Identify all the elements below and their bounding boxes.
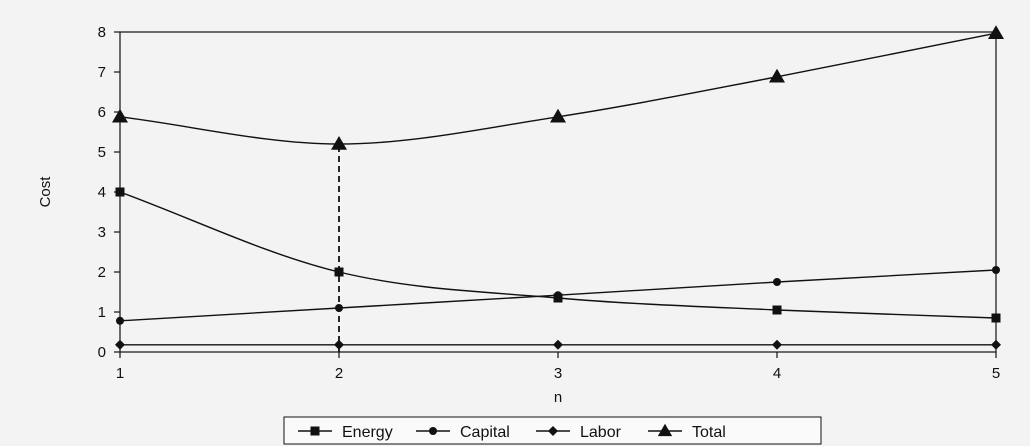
series-capital (116, 266, 1000, 325)
series-total-point (769, 68, 785, 83)
plot-area (119, 31, 997, 353)
series-total-point (112, 108, 128, 123)
series-total-point (331, 136, 347, 150)
y-tick-label: 6 (98, 104, 106, 121)
legend-label-capital: Capital (460, 424, 510, 441)
legend-marker-labor (548, 426, 558, 436)
y-tick-label: 7 (98, 64, 106, 81)
y-tick-label: 3 (98, 224, 106, 241)
series-energy (115, 187, 1001, 323)
x-tick-label: 5 (992, 365, 1000, 382)
y-tick-label: 1 (98, 304, 106, 321)
series-total-point (550, 108, 566, 123)
series-labor-point (991, 339, 1001, 350)
series-capital-point (554, 291, 562, 300)
legend-label-energy: Energy (342, 424, 393, 441)
series-capital-point (992, 266, 1000, 274)
y-tick-label: 5 (98, 144, 106, 161)
legend-item-labor: Labor (536, 424, 622, 441)
series-energy-point (991, 313, 1001, 323)
y-tick-label: 8 (98, 24, 106, 41)
series-labor-point (334, 339, 344, 350)
legend-marker-total (657, 423, 673, 437)
legend-marker-capital (429, 427, 437, 435)
series-total-point (988, 25, 1004, 39)
series-layer (112, 25, 1004, 350)
y-tick-label: 4 (98, 184, 106, 201)
x-axis-label: n (554, 389, 562, 406)
x-tick-label: 1 (116, 365, 124, 382)
y-tick-label: 0 (98, 344, 106, 361)
y-axis-label: Cost (37, 176, 54, 208)
series-labor-point (553, 339, 563, 350)
legend-marker-energy (310, 426, 320, 436)
series-total (112, 25, 1004, 150)
x-tick-label: 4 (773, 365, 781, 382)
y-tick-label: 2 (98, 264, 106, 281)
legend-item-total: Total (648, 423, 726, 441)
series-labor-point (772, 339, 782, 350)
y-axis: 0 1 2 3 4 5 6 7 8 (98, 24, 120, 361)
series-energy-point (115, 187, 125, 197)
series-capital-point (773, 278, 781, 286)
series-capital-point (116, 316, 124, 325)
series-energy-point (772, 305, 782, 315)
x-tick-label: 2 (335, 365, 343, 382)
legend-label-labor: Labor (580, 424, 622, 441)
legend: Energy Capital Labor Total (283, 416, 822, 445)
series-total-line (119, 32, 997, 145)
series-labor-point (115, 339, 125, 350)
legend-label-total: Total (692, 424, 726, 441)
legend-item-capital: Capital (416, 424, 510, 441)
series-capital-point (335, 304, 343, 312)
x-tick-label: 3 (554, 365, 562, 382)
legend-item-energy: Energy (298, 424, 393, 441)
x-axis: 1 2 3 4 5 (116, 352, 1000, 382)
series-labor (115, 339, 1001, 350)
series-energy-point (334, 267, 344, 277)
